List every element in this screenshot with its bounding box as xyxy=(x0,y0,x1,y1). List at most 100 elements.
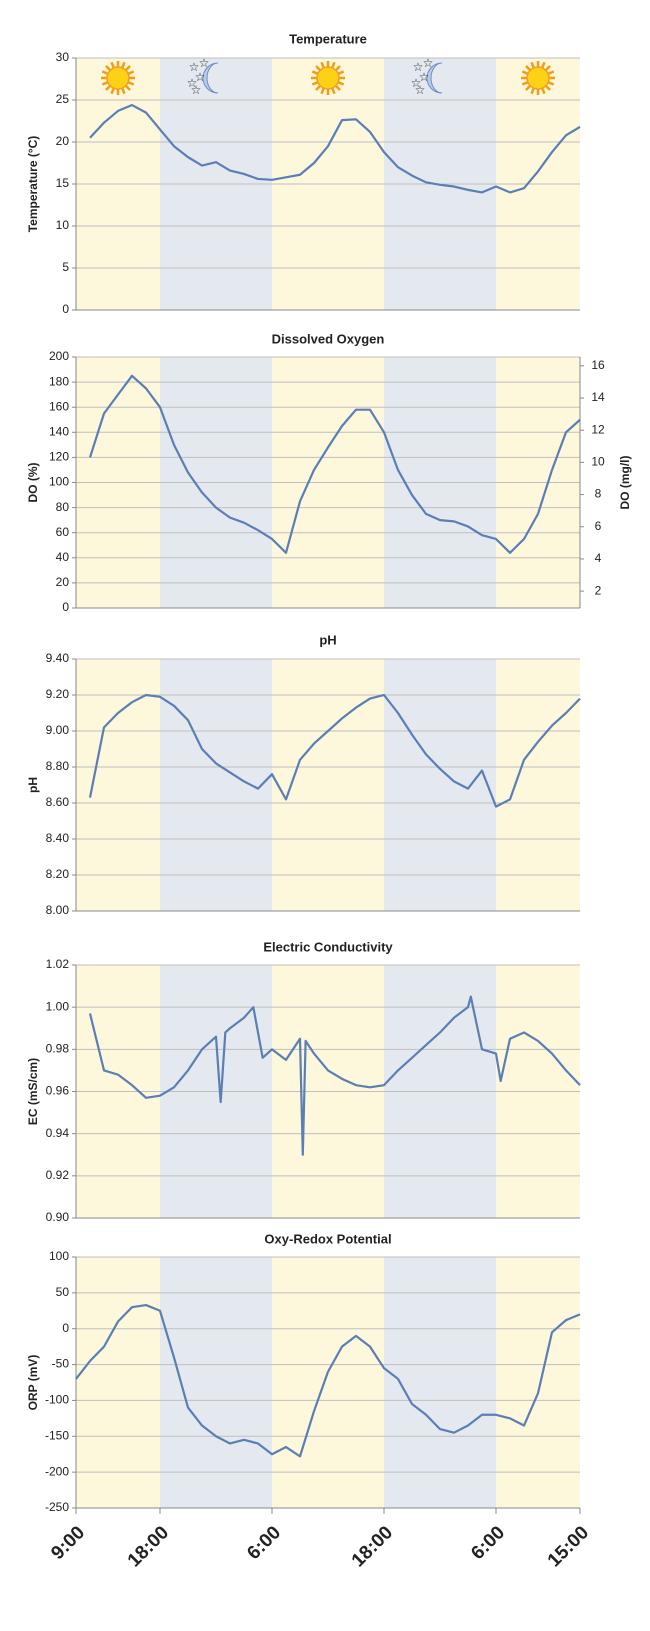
period-band xyxy=(496,1257,580,1508)
y2-tick-label: 14 xyxy=(591,390,605,404)
x-tick-label: 15:00 xyxy=(544,1522,593,1571)
y-axis-label: DO (%) xyxy=(26,463,40,503)
y-tick-label: 0.92 xyxy=(46,1168,70,1182)
y-tick-label: 8.80 xyxy=(46,759,70,773)
moon-icon: ☆☆☆☆☆ xyxy=(187,56,219,97)
x-tick-label: 6:00 xyxy=(243,1522,285,1564)
y-tick-label: 8.00 xyxy=(46,903,70,917)
y-tick-label: 0.90 xyxy=(46,1210,70,1224)
y-tick-label: 0.98 xyxy=(46,1042,70,1056)
y-tick-label: 0.94 xyxy=(46,1126,70,1140)
data-line xyxy=(88,693,581,808)
y-tick-label: 120 xyxy=(49,450,69,464)
y-tick-label: -100 xyxy=(45,1393,69,1407)
y-tick-label: -150 xyxy=(45,1428,69,1442)
moon-crescent xyxy=(202,62,219,94)
period-band xyxy=(384,1257,496,1508)
y-tick-label: 0 xyxy=(62,600,69,614)
moon-star: ☆ xyxy=(415,83,426,97)
y-tick-label: 1.02 xyxy=(46,957,70,971)
y-tick-label: 8.40 xyxy=(46,831,70,845)
moon-crescent xyxy=(426,62,443,94)
y-tick-label: 180 xyxy=(49,374,69,388)
x-tick-label: 18:00 xyxy=(124,1522,173,1571)
period-band xyxy=(272,1257,384,1508)
y-axis-label: ORP (mV) xyxy=(26,1355,40,1411)
period-band xyxy=(160,659,272,911)
sun-disc xyxy=(106,66,130,90)
y-tick-label: 60 xyxy=(56,525,70,539)
y-tick-label: 100 xyxy=(49,1249,69,1263)
x-tick-label: 18:00 xyxy=(348,1522,397,1571)
y-axis-label: Temperature (°C) xyxy=(26,136,40,233)
chart-title: Electric Conductivity xyxy=(263,939,393,954)
y-tick-label: 8.20 xyxy=(46,867,70,881)
moon-star: ☆ xyxy=(199,56,210,70)
y-tick-label: 0.96 xyxy=(46,1084,70,1098)
y-tick-label: 9.40 xyxy=(46,651,70,665)
y2-tick-label: 10 xyxy=(591,455,605,469)
y-tick-label: 8.60 xyxy=(46,795,70,809)
chart-title: pH xyxy=(319,632,336,647)
chart-title: Oxy-Redox Potential xyxy=(264,1231,391,1246)
y-tick-label: 140 xyxy=(49,424,69,438)
sun-icon xyxy=(521,61,555,95)
sun-disc xyxy=(316,66,340,90)
y2-tick-label: 4 xyxy=(595,551,602,565)
y2-tick-label: 16 xyxy=(591,358,605,372)
y2-tick-label: 6 xyxy=(595,519,602,533)
y-tick-label: 0 xyxy=(62,302,69,316)
y-tick-label: 9.20 xyxy=(46,687,70,701)
y-tick-label: 40 xyxy=(56,550,70,564)
y-axis-label: pH xyxy=(26,777,40,793)
moon-star: ☆ xyxy=(187,76,198,90)
data-line xyxy=(75,1303,581,1458)
moon-star: ☆ xyxy=(413,60,424,74)
y-tick-label: -50 xyxy=(52,1357,70,1371)
y2-tick-label: 8 xyxy=(595,487,602,501)
y-tick-label: 50 xyxy=(56,1285,70,1299)
moon-star: ☆ xyxy=(423,56,434,70)
y-tick-label: -250 xyxy=(45,1500,69,1514)
moon-star: ☆ xyxy=(419,70,430,84)
sun-disc xyxy=(526,66,550,90)
period-band xyxy=(384,659,496,911)
sun-icon xyxy=(311,61,345,95)
x-tick-label: 6:00 xyxy=(467,1522,509,1564)
period-band xyxy=(76,659,160,911)
y2-tick-label: 12 xyxy=(591,422,605,436)
y-tick-label: 25 xyxy=(56,92,70,106)
y-tick-label: 9.00 xyxy=(46,723,70,737)
y-tick-label: 10 xyxy=(56,218,70,232)
y-tick-label: 100 xyxy=(49,475,69,489)
sun-icon xyxy=(101,61,135,95)
moon-star: ☆ xyxy=(195,70,206,84)
data-line xyxy=(88,374,581,554)
y-tick-label: 5 xyxy=(62,260,69,274)
y-tick-label: 80 xyxy=(56,500,70,514)
y-tick-label: 20 xyxy=(56,575,70,589)
y-tick-label: 200 xyxy=(49,349,69,363)
period-band xyxy=(272,659,384,911)
y-tick-label: 15 xyxy=(56,176,70,190)
y-tick-label: -200 xyxy=(45,1464,69,1478)
period-band xyxy=(496,659,580,911)
data-line xyxy=(89,103,581,194)
y-tick-label: 160 xyxy=(49,399,69,413)
y2-tick-label: 2 xyxy=(595,583,602,597)
chart-title: Dissolved Oxygen xyxy=(272,331,385,346)
chart-title: Temperature xyxy=(289,31,367,46)
x-tick-label: 9:00 xyxy=(47,1522,89,1564)
moon-star: ☆ xyxy=(191,83,202,97)
y-tick-label: 20 xyxy=(56,134,70,148)
y-tick-label: 30 xyxy=(56,50,70,64)
y-axis-label: EC (mS/cm) xyxy=(26,1058,40,1125)
period-band xyxy=(160,1257,272,1508)
moon-icon: ☆☆☆☆☆ xyxy=(411,56,443,97)
data-line xyxy=(88,995,581,1156)
y-tick-label: 1.00 xyxy=(46,999,70,1013)
period-band xyxy=(76,1257,160,1508)
y-tick-label: 0 xyxy=(62,1321,69,1335)
moon-star: ☆ xyxy=(189,60,200,74)
